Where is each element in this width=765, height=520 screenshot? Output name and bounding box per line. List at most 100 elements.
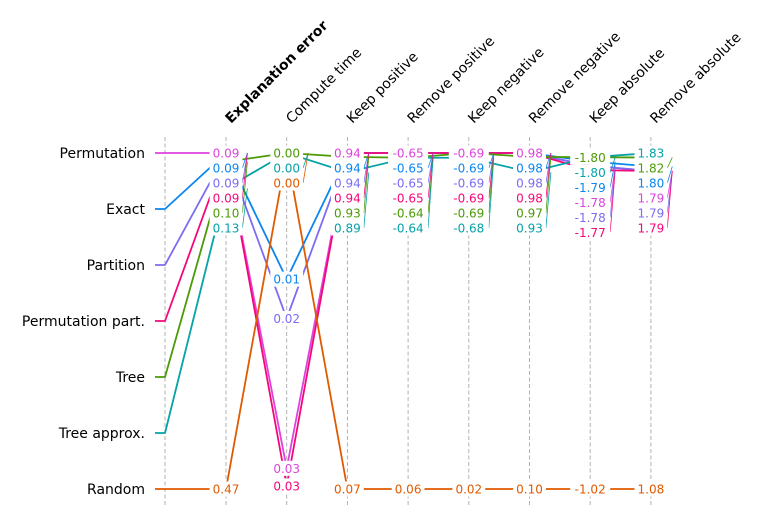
value-label-background — [331, 220, 364, 236]
value-label: 0.01 — [273, 273, 300, 287]
value-label-background — [209, 190, 243, 206]
value-label-background — [513, 160, 546, 176]
value-label: -0.65 — [393, 162, 424, 176]
value-label-background — [209, 160, 243, 176]
value-label: 0.00 — [273, 147, 300, 161]
value-label: 0.06 — [395, 483, 422, 497]
value-label: 0.00 — [273, 177, 300, 191]
method-tick-label: Tree approx. — [58, 426, 145, 442]
value-label: -0.65 — [393, 147, 424, 161]
value-label-background — [448, 205, 489, 221]
value-label: -1.80 — [575, 166, 606, 180]
value-label: 0.93 — [334, 207, 361, 221]
value-label-background — [270, 145, 304, 161]
value-label-leader — [363, 172, 370, 229]
value-label-background — [388, 160, 429, 176]
value-label-background — [270, 271, 304, 287]
value-label: -1.77 — [575, 226, 606, 240]
value-label-leader — [363, 152, 370, 199]
value-label: 0.09 — [213, 147, 240, 161]
value-label-background — [634, 220, 668, 236]
value-label: 1.83 — [638, 147, 665, 161]
value-label: 1.79 — [638, 222, 665, 236]
metric-header-label: Remove absolute — [647, 30, 744, 127]
value-label-leader — [666, 170, 673, 229]
value-label: 0.94 — [334, 192, 361, 206]
value-label-background — [270, 310, 304, 326]
value-label: -0.69 — [453, 192, 484, 206]
value-label: -0.69 — [453, 147, 484, 161]
value-label-background — [270, 160, 304, 176]
value-label-leader — [427, 157, 434, 229]
value-label-background — [448, 175, 489, 191]
value-label-background — [570, 481, 611, 497]
value-label-background — [270, 478, 304, 494]
value-label: 0.03 — [273, 462, 300, 476]
value-label: -0.65 — [393, 177, 424, 191]
value-label-background — [388, 205, 429, 221]
value-label-background — [270, 175, 304, 191]
value-label: 0.94 — [334, 162, 361, 176]
series-line-random — [155, 152, 651, 490]
value-label: -0.69 — [453, 177, 484, 191]
value-label: 0.03 — [273, 479, 300, 493]
value-label-background — [331, 145, 364, 161]
value-label: 0.93 — [516, 222, 543, 236]
value-label-leader — [666, 157, 673, 169]
value-label: 1.79 — [638, 192, 665, 206]
method-tick-label: Permutation — [60, 146, 145, 162]
value-label-leader — [609, 169, 616, 233]
value-label-leader — [609, 161, 616, 188]
series-line-tree — [155, 152, 651, 378]
value-label-leader — [242, 152, 248, 169]
value-label-leader — [242, 152, 248, 199]
value-label-leader — [488, 152, 495, 214]
value-label-leader — [242, 188, 248, 229]
value-label: 0.10 — [516, 483, 543, 497]
value-label: 0.89 — [334, 222, 361, 236]
value-label-background — [570, 194, 611, 210]
value-label-background — [388, 175, 429, 191]
value-label: 0.07 — [334, 483, 361, 497]
value-label: -0.69 — [453, 207, 484, 221]
value-label-background — [388, 220, 429, 236]
value-label: -0.64 — [393, 222, 424, 236]
value-label-background — [331, 205, 364, 221]
value-label-background — [209, 481, 243, 497]
value-label-background — [570, 164, 611, 180]
value-label: 1.82 — [638, 162, 665, 176]
value-label: 0.98 — [516, 192, 543, 206]
series-line-tree-approx- — [155, 152, 651, 434]
value-label-background — [270, 460, 304, 476]
value-label: 1.08 — [638, 483, 665, 497]
value-label-background — [388, 145, 429, 161]
value-label-background — [513, 481, 546, 497]
value-label-leader — [302, 152, 309, 169]
value-label: -0.64 — [393, 207, 424, 221]
series-line-permutation-part- — [155, 152, 651, 487]
value-label-leader — [427, 152, 434, 169]
value-label: 0.13 — [213, 222, 240, 236]
value-label-leader — [609, 165, 616, 218]
value-label: 1.79 — [638, 207, 665, 221]
value-label-leader — [545, 152, 552, 199]
value-label: 0.94 — [334, 177, 361, 191]
value-label: 0.98 — [516, 177, 543, 191]
value-label-background — [513, 205, 546, 221]
value-label-background — [331, 160, 364, 176]
value-label: 0.09 — [213, 177, 240, 191]
value-label-leader — [363, 156, 370, 214]
value-label: 0.94 — [334, 147, 361, 161]
value-label: 0.98 — [516, 162, 543, 176]
value-label-background — [209, 220, 243, 236]
method-tick-label: Random — [87, 482, 145, 498]
value-label: -1.79 — [575, 181, 606, 195]
value-label: 0.98 — [516, 147, 543, 161]
method-tick-label: Partition — [87, 258, 145, 274]
value-label-background — [448, 220, 489, 236]
value-label-background — [634, 190, 668, 206]
value-label-background — [634, 481, 668, 497]
value-label-background — [209, 175, 243, 191]
value-label-background — [513, 145, 546, 161]
